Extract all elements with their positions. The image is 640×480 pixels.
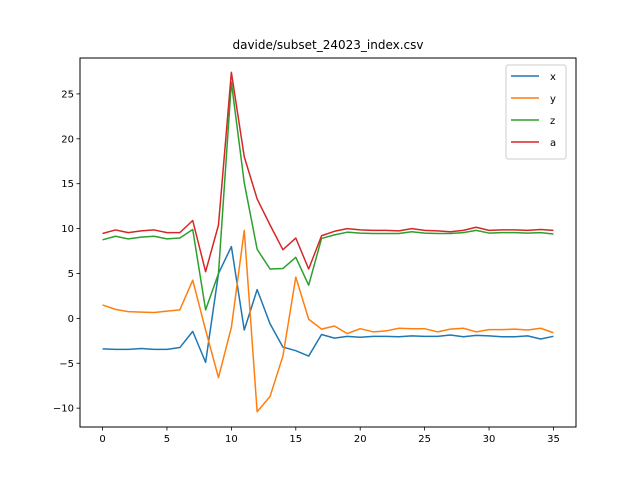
series-line-y [102,229,554,413]
y-tick-label: 5 [68,269,74,280]
legend-label-x: x [550,72,556,83]
y-tick-label: 10 [61,224,74,235]
x-tick-label: 35 [547,434,560,445]
legend-label-y: y [550,94,556,105]
x-tick-label: 15 [289,434,302,445]
x-axis: 0 5 10 15 20 25 30 35 [99,427,560,445]
x-tick-label: 30 [483,434,496,445]
legend-label-z: z [550,116,555,127]
series-line-a [102,71,554,273]
series-line-z [102,81,554,311]
y-tick-label: −10 [53,404,74,415]
legend-box [505,64,567,160]
plot-lines [102,71,554,413]
x-tick-label: 5 [164,434,170,445]
y-tick-label: 15 [61,179,74,190]
x-tick-label: 20 [354,434,367,445]
chart-title: davide/subset_24023_index.csv [232,38,423,52]
y-tick-label: −5 [59,359,74,370]
x-tick-label: 10 [225,434,238,445]
y-axis: −10 −5 0 5 10 15 20 25 [53,89,80,415]
x-tick-label: 25 [418,434,431,445]
y-tick-label: 20 [61,134,74,145]
plot-frame [79,57,577,428]
y-tick-label: 25 [61,89,74,100]
series-line-x [102,245,554,364]
y-tick-label: 0 [68,314,74,325]
legend-label-a: a [550,138,556,149]
x-tick-label: 0 [99,434,105,445]
